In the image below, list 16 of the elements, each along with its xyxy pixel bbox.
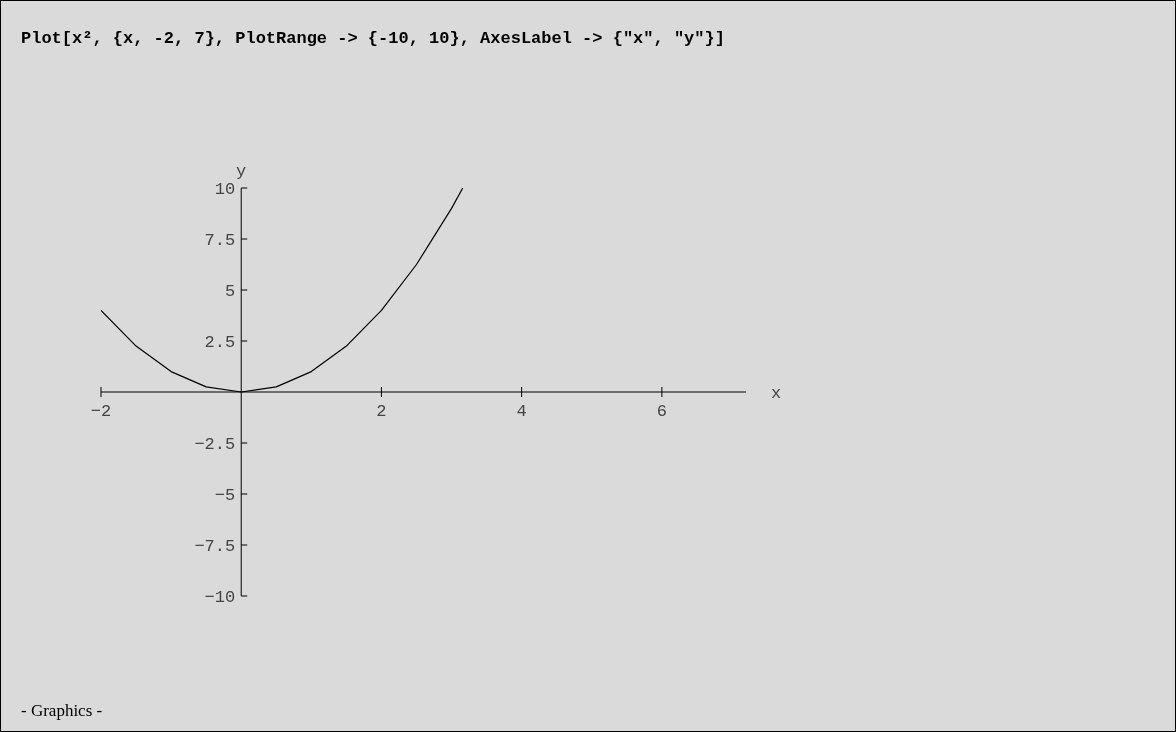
x-tick-label: −2 [90,402,112,421]
y-tick-label: −7.5 [194,537,236,556]
y-axis-title: y [236,162,247,181]
y-tick-label: 7.5 [204,231,236,250]
x-tick-label: 6 [656,402,667,421]
y-tick-label: 5 [225,282,236,301]
y-tick-label: −2.5 [194,435,236,454]
x-tick-label: 4 [516,402,527,421]
y-tick-label: 2.5 [204,333,236,352]
y-tick-label: −5 [214,486,236,505]
y-tick-label: −10 [204,588,236,607]
y-tick-label: 10 [214,180,236,199]
chart-title: Plot[x², {x, -2, 7}, PlotRange -> {-10, 10}, AxesLabel -> {"x", "y"}] [21,29,725,48]
x-axis-title: x [771,384,782,404]
text: - Graphics - [21,701,103,721]
x-tick-label: 2 [376,402,387,421]
